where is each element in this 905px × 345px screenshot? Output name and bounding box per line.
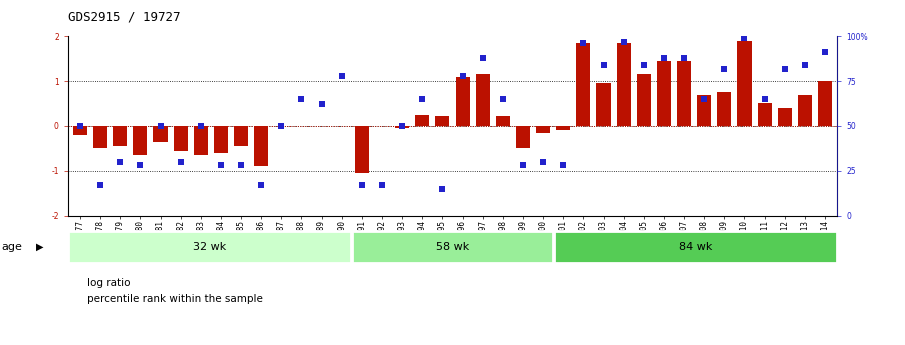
Bar bbox=[616, 43, 631, 126]
Point bbox=[616, 39, 631, 45]
Text: log ratio: log ratio bbox=[87, 278, 130, 288]
Point bbox=[738, 35, 752, 41]
Bar bbox=[777, 108, 792, 126]
Point bbox=[314, 102, 329, 107]
Bar bbox=[435, 116, 450, 126]
Bar bbox=[395, 126, 409, 128]
Bar bbox=[557, 126, 570, 129]
Bar bbox=[738, 41, 751, 126]
Point bbox=[93, 183, 108, 188]
Point bbox=[153, 123, 167, 129]
Bar bbox=[194, 126, 208, 155]
Bar bbox=[677, 61, 691, 126]
Point bbox=[455, 73, 470, 78]
Point bbox=[395, 123, 409, 129]
Point bbox=[72, 123, 87, 129]
Bar bbox=[455, 77, 470, 126]
Point bbox=[294, 96, 309, 102]
Bar bbox=[798, 95, 812, 126]
Bar bbox=[718, 92, 731, 126]
Bar bbox=[637, 74, 651, 126]
Bar bbox=[596, 83, 611, 126]
Bar bbox=[93, 126, 107, 148]
Bar bbox=[415, 115, 429, 126]
FancyBboxPatch shape bbox=[352, 231, 553, 263]
Bar bbox=[757, 104, 772, 126]
Point bbox=[757, 96, 772, 102]
Point bbox=[133, 162, 148, 168]
Point bbox=[677, 55, 691, 60]
Text: percentile rank within the sample: percentile rank within the sample bbox=[87, 294, 262, 304]
Bar bbox=[697, 95, 711, 126]
Point bbox=[556, 162, 570, 168]
Bar bbox=[818, 81, 832, 126]
Point bbox=[657, 55, 672, 60]
Point bbox=[415, 96, 430, 102]
Point bbox=[496, 96, 510, 102]
Bar bbox=[154, 126, 167, 141]
FancyBboxPatch shape bbox=[555, 231, 836, 263]
Point bbox=[576, 41, 591, 46]
Point bbox=[174, 159, 188, 165]
Bar bbox=[174, 126, 187, 150]
Point bbox=[516, 162, 530, 168]
Point bbox=[254, 183, 269, 188]
Bar bbox=[234, 126, 248, 146]
Bar bbox=[355, 126, 369, 173]
Text: GDS2915 / 19727: GDS2915 / 19727 bbox=[68, 10, 180, 23]
Bar bbox=[133, 126, 148, 155]
Text: ▶: ▶ bbox=[36, 242, 43, 252]
Bar bbox=[254, 126, 268, 166]
Point bbox=[274, 123, 289, 129]
Point bbox=[335, 73, 349, 78]
Point bbox=[194, 123, 208, 129]
Bar bbox=[73, 126, 87, 135]
Bar bbox=[214, 126, 228, 153]
Point bbox=[113, 159, 128, 165]
Point bbox=[818, 50, 833, 55]
Point bbox=[717, 66, 731, 71]
Point bbox=[214, 162, 228, 168]
Point bbox=[797, 62, 812, 68]
Point bbox=[596, 62, 611, 68]
Point bbox=[636, 62, 651, 68]
Point bbox=[233, 162, 248, 168]
Bar bbox=[536, 126, 550, 132]
Point bbox=[355, 183, 369, 188]
Point bbox=[435, 186, 450, 191]
Bar bbox=[576, 43, 590, 126]
Point bbox=[697, 96, 711, 102]
Point bbox=[475, 55, 490, 60]
FancyBboxPatch shape bbox=[69, 231, 350, 263]
Text: 32 wk: 32 wk bbox=[193, 242, 226, 252]
Point bbox=[375, 183, 389, 188]
Text: age: age bbox=[2, 242, 23, 252]
Bar bbox=[476, 74, 490, 126]
Bar bbox=[496, 116, 510, 126]
Text: 58 wk: 58 wk bbox=[436, 242, 469, 252]
Bar bbox=[516, 126, 530, 148]
Bar bbox=[657, 61, 671, 126]
Point bbox=[536, 159, 550, 165]
Point bbox=[777, 66, 792, 71]
Bar bbox=[113, 126, 128, 146]
Text: 84 wk: 84 wk bbox=[679, 242, 712, 252]
